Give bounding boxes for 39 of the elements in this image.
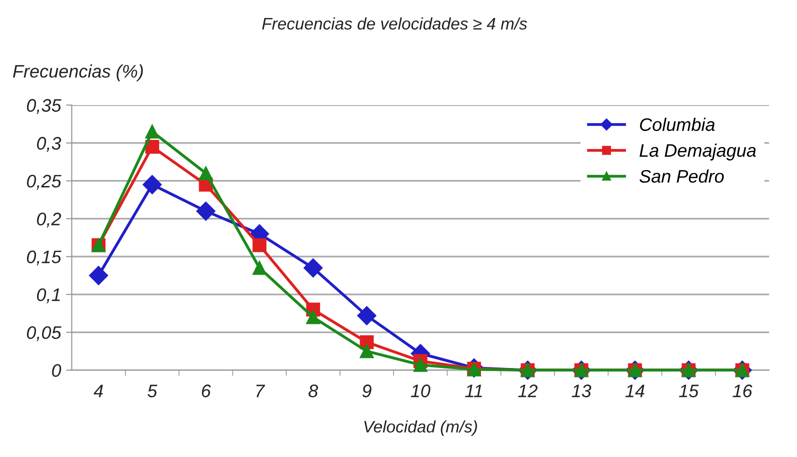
x-tick-label: 11 [465, 384, 482, 398]
point [198, 166, 213, 180]
point [360, 344, 374, 358]
point [252, 238, 266, 252]
x-tick-label: 5 [148, 384, 158, 398]
point [142, 175, 162, 194]
y-tick-label: 0,1 [37, 288, 60, 304]
y-tick-label: 0,25 [26, 174, 62, 190]
y-tick-label: 0,15 [26, 250, 62, 266]
x-tick-label: 9 [362, 384, 372, 398]
y-tick-label: 0,3 [37, 136, 62, 152]
x-tick-label: 16 [732, 384, 752, 398]
x-tick-label: 15 [679, 384, 699, 398]
legend-label: La Demajagua [640, 144, 756, 160]
y-tick-label: 0,35 [26, 99, 62, 114]
point [252, 260, 266, 275]
y-tick-label: 0 [52, 364, 62, 377]
y-tick-label: 0,05 [26, 326, 62, 342]
chart-title: Frecuencias de velocidades ≥ 4 m/s [262, 17, 528, 30]
point [306, 310, 320, 324]
point [413, 358, 428, 372]
x-tick-label: 10 [410, 384, 430, 398]
point [145, 124, 160, 139]
x-tick-label: 7 [256, 384, 266, 398]
point [304, 258, 323, 278]
x-tick-label: 6 [202, 384, 211, 398]
x-axis-title: Velocidad (m/s) [364, 420, 478, 436]
x-tick-label: 14 [625, 384, 644, 398]
y-axis-title: Frecuencias (%) [13, 64, 143, 82]
point [357, 306, 376, 326]
point [196, 202, 216, 221]
y-tick-label: 0,2 [37, 212, 62, 228]
legend-label: San Pedro [640, 169, 724, 183]
x-tick-label: 12 [518, 384, 538, 398]
x-tick-label: 4 [94, 384, 103, 398]
point [89, 266, 108, 286]
legend-label: Columbia [640, 118, 715, 132]
x-tick-label: 8 [308, 384, 318, 398]
x-tick-label: 13 [572, 384, 592, 398]
